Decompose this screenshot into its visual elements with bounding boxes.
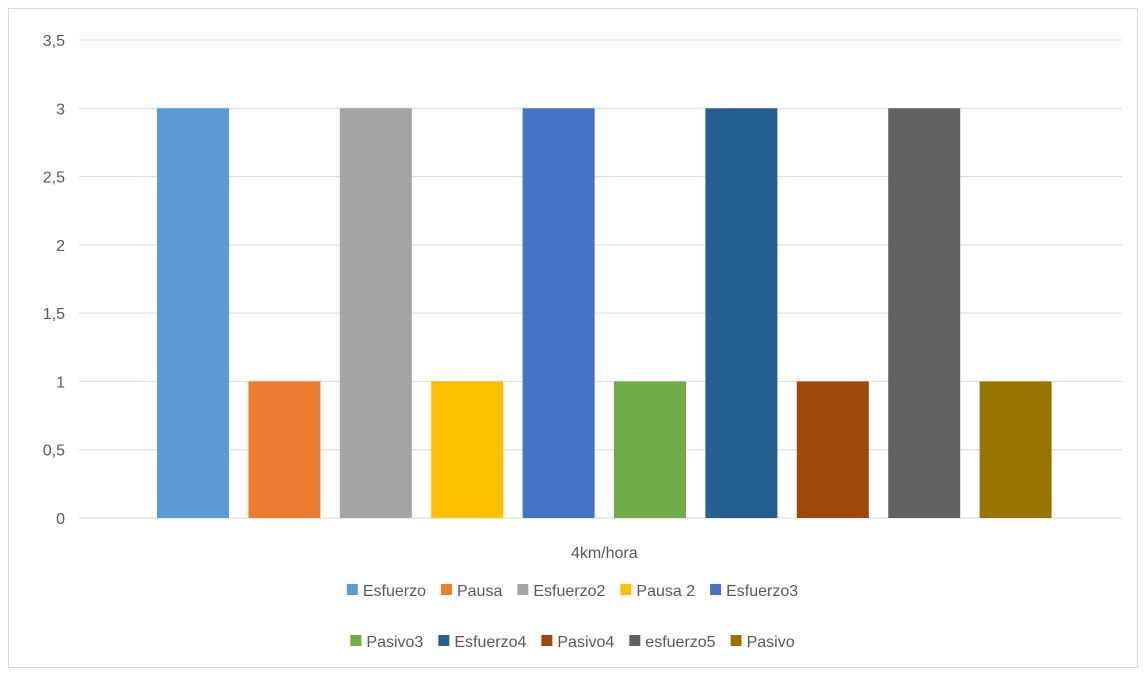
- legend-item-pasivo3: Pasivo3: [350, 634, 423, 651]
- legend-item-esfuerzo3: Esfuerzo3: [710, 583, 798, 600]
- y-tick-label: 2: [56, 238, 65, 255]
- y-tick-label: 1,5: [43, 306, 65, 323]
- legend-label: Esfuerzo2: [533, 583, 605, 600]
- legend-swatch: [517, 584, 529, 595]
- legend-item-pausa-2: Pausa 2: [620, 583, 695, 600]
- y-tick-label: 3,5: [43, 33, 65, 50]
- legend-label: Esfuerzo4: [454, 634, 526, 651]
- y-tick-label: 1: [56, 374, 65, 391]
- bar-pasivo4: [796, 381, 869, 518]
- chart-frame: 0 0,5 1 1,5 2 2,5 3 3,5 4km/hora Esfuerzo Pausa E…: [8, 8, 1138, 668]
- legend-item-esfuerzo4: Esfuerzo4: [438, 634, 526, 651]
- legend-swatch: [440, 584, 452, 595]
- y-tick-label: 0,5: [43, 443, 65, 460]
- legend-item-esfuerzo5: esfuerzo5: [629, 634, 716, 651]
- bar-esfuerzo: [157, 108, 229, 519]
- bar-esfuerzo2: [339, 108, 412, 519]
- bar-esfuerzo3: [522, 108, 595, 519]
- legend-item-pasivo4: Pasivo4: [541, 634, 614, 651]
- bar-pasivo: [979, 381, 1052, 518]
- legend-swatch: [710, 584, 722, 595]
- legend-swatch: [350, 635, 362, 646]
- bar-chart: 00,511,522,533,5 4km/hora Esfuerzo Pausa E…: [43, 33, 1122, 651]
- bar-pausa-2: [431, 381, 504, 518]
- legend-swatch: [730, 635, 742, 646]
- bar-pausa: [248, 381, 321, 518]
- legend-label: Pasivo: [747, 634, 795, 651]
- gridlines: [79, 39, 1122, 519]
- legend-label: Esfuerzo: [363, 583, 426, 600]
- bar-esfuerzo4: [705, 108, 778, 519]
- legend-label: Pausa: [457, 583, 502, 600]
- legend: Esfuerzo Pausa Esfuerzo2 Pausa 2 Esfuerzo3 Pa…: [346, 583, 798, 651]
- legend-item-esfuerzo2: Esfuerzo2: [517, 583, 605, 600]
- legend-swatch: [620, 584, 632, 595]
- legend-item-pasivo: Pasivo: [730, 634, 795, 651]
- legend-swatch: [438, 635, 450, 646]
- legend-item-esfuerzo: Esfuerzo: [346, 583, 426, 600]
- bar-pasivo3: [614, 381, 686, 518]
- legend-label: Pausa 2: [636, 583, 695, 600]
- bar-esfuerzo5: [888, 108, 961, 519]
- legend-label: esfuerzo5: [645, 634, 715, 651]
- x-category-label: 4km/hora: [571, 545, 638, 562]
- y-tick-label: 3: [56, 101, 65, 118]
- bars: [157, 108, 1052, 519]
- y-tick-label: 2,5: [43, 170, 65, 187]
- legend-label: Pasivo4: [557, 634, 614, 651]
- legend-swatch: [629, 635, 641, 646]
- legend-label: Pasivo3: [366, 634, 423, 651]
- legend-item-pausa: Pausa: [440, 583, 502, 600]
- x-axis-categories: 4km/hora: [571, 545, 638, 562]
- legend-swatch: [346, 584, 358, 595]
- legend-swatch: [541, 635, 553, 646]
- y-tick-label: 0: [56, 511, 65, 528]
- legend-label: Esfuerzo3: [726, 583, 798, 600]
- y-axis-ticks: 0 0,5 1 1,5 2 2,5 3 3,5: [43, 33, 65, 528]
